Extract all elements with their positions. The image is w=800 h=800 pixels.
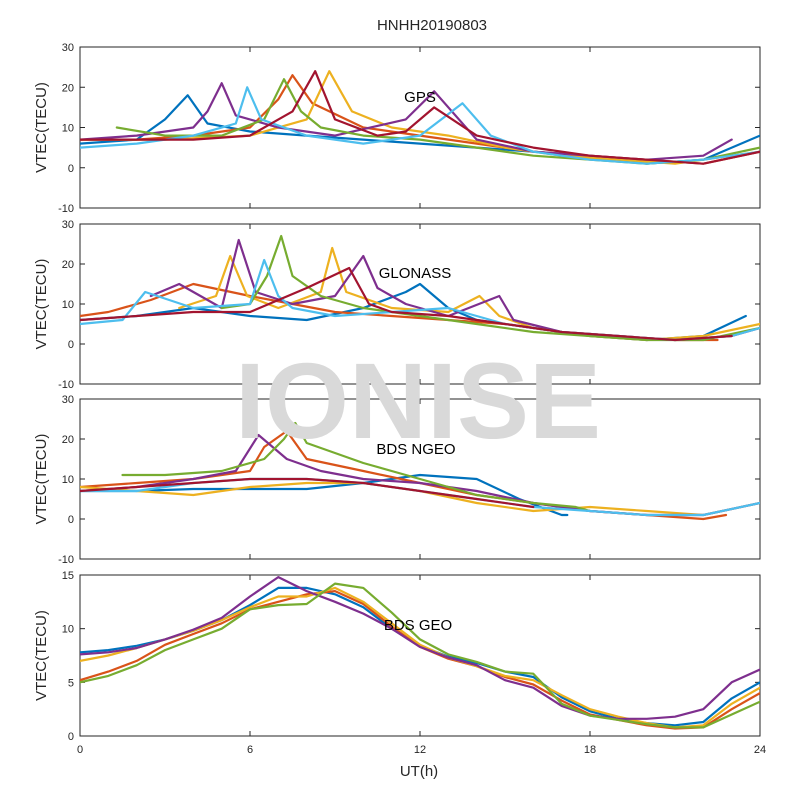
y-axis-label: VTEC(TECU)	[33, 82, 50, 173]
subplot-4: 0 5 10 15 0 6 12 18 24 BDS GEO VTEC(TECU)	[33, 570, 766, 756]
y-tick-label: -10	[58, 203, 74, 215]
panel-label: BDS GEO	[384, 617, 452, 634]
series-line-7	[80, 266, 733, 342]
y-tick-label: 30	[62, 219, 74, 231]
figure-title: HNHH20190803	[377, 17, 487, 34]
x-tick-label: 24	[754, 744, 766, 756]
y-tick-label: -10	[58, 554, 74, 566]
panel-label: BDS NGEO	[376, 441, 455, 458]
series-group	[80, 421, 760, 521]
y-axis-label: VTEC(TECU)	[33, 434, 50, 525]
series-line-7	[80, 70, 760, 165]
subplot-group: -10 0 10 20 30 GPS VTEC(TECU) -10 0 10 20 30 GLONASS…	[33, 42, 766, 756]
subplot-3: -10 0 10 20 30 BDS NGEO VTEC(TECU)	[33, 394, 761, 566]
watermark-text: IONISE	[235, 340, 601, 461]
series-group	[80, 576, 760, 730]
x-tick-label: 0	[77, 744, 83, 756]
series-group	[80, 70, 760, 165]
x-tick-label: 6	[247, 744, 253, 756]
y-tick-label: 20	[62, 82, 74, 94]
y-tick-label: 0	[68, 514, 74, 526]
series-line-7	[80, 477, 535, 509]
y-tick-label: 0	[68, 731, 74, 743]
y-tick-label: 30	[62, 42, 74, 54]
series-line-4	[80, 576, 760, 720]
series-group	[80, 234, 760, 342]
plot-area	[79, 574, 761, 737]
series-line-6	[80, 86, 760, 165]
x-tick-label: 12	[414, 744, 426, 756]
subplot-2: -10 0 10 20 30 GLONASS VTEC(TECU)	[33, 219, 761, 391]
series-line-5	[80, 582, 760, 729]
y-tick-label: 20	[62, 259, 74, 271]
y-tick-label: 15	[62, 570, 74, 582]
subplot-1: -10 0 10 20 30 GPS VTEC(TECU)	[33, 42, 761, 215]
y-tick-label: 30	[62, 394, 74, 406]
y-tick-label: 0	[68, 339, 74, 351]
y-tick-label: 20	[62, 434, 74, 446]
y-tick-label: 10	[62, 624, 74, 636]
y-tick-label: 10	[62, 299, 74, 311]
y-tick-label: 10	[62, 474, 74, 486]
plot-area	[79, 46, 761, 209]
y-tick-label: -10	[58, 379, 74, 391]
panel-label: GPS	[404, 89, 436, 106]
y-tick-label: 5	[68, 677, 74, 689]
y-axis-label: VTEC(TECU)	[33, 259, 50, 350]
y-tick-label: 10	[62, 123, 74, 135]
x-axis-label: UT(h)	[400, 763, 438, 780]
x-tick-label: 18	[584, 744, 596, 756]
series-line-5	[121, 421, 592, 513]
panel-label: GLONASS	[379, 265, 452, 282]
y-tick-label: 0	[68, 163, 74, 175]
y-axis-label: VTEC(TECU)	[33, 610, 50, 701]
